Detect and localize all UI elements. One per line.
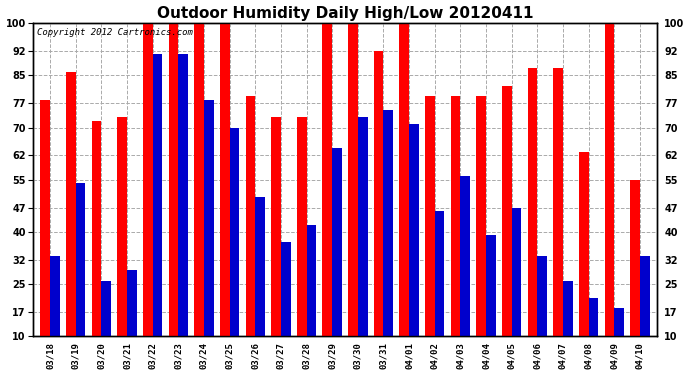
Bar bbox=[297, 117, 306, 336]
Bar bbox=[127, 270, 137, 336]
Bar bbox=[358, 117, 368, 336]
Bar bbox=[281, 242, 290, 336]
Bar bbox=[117, 117, 127, 336]
Bar bbox=[604, 23, 614, 336]
Bar bbox=[271, 117, 281, 336]
Bar bbox=[76, 183, 86, 336]
Bar bbox=[512, 207, 522, 336]
Bar bbox=[538, 256, 547, 336]
Bar bbox=[579, 152, 589, 336]
Bar bbox=[306, 225, 316, 336]
Bar bbox=[476, 96, 486, 336]
Bar bbox=[332, 148, 342, 336]
Bar bbox=[553, 68, 563, 336]
Bar bbox=[384, 110, 393, 336]
Bar bbox=[348, 23, 358, 336]
Bar bbox=[50, 256, 60, 336]
Bar bbox=[322, 23, 332, 336]
Bar bbox=[435, 211, 444, 336]
Bar bbox=[220, 23, 230, 336]
Bar bbox=[204, 100, 214, 336]
Bar bbox=[460, 176, 470, 336]
Bar bbox=[640, 256, 649, 336]
Bar bbox=[143, 23, 152, 336]
Bar bbox=[178, 54, 188, 336]
Bar bbox=[168, 23, 178, 336]
Bar bbox=[230, 128, 239, 336]
Bar bbox=[589, 298, 598, 336]
Bar bbox=[614, 309, 624, 336]
Title: Outdoor Humidity Daily High/Low 20120411: Outdoor Humidity Daily High/Low 20120411 bbox=[157, 6, 533, 21]
Bar bbox=[425, 96, 435, 336]
Bar bbox=[152, 54, 162, 336]
Bar bbox=[630, 180, 640, 336]
Bar bbox=[486, 236, 496, 336]
Bar bbox=[255, 197, 265, 336]
Bar bbox=[41, 100, 50, 336]
Bar bbox=[101, 280, 111, 336]
Text: Copyright 2012 Cartronics.com: Copyright 2012 Cartronics.com bbox=[37, 28, 193, 37]
Bar bbox=[451, 96, 460, 336]
Bar bbox=[246, 96, 255, 336]
Bar bbox=[92, 120, 101, 336]
Bar bbox=[400, 23, 409, 336]
Bar bbox=[502, 86, 512, 336]
Bar bbox=[528, 68, 538, 336]
Bar bbox=[374, 51, 384, 336]
Bar bbox=[66, 72, 76, 336]
Bar bbox=[194, 23, 204, 336]
Bar bbox=[563, 280, 573, 336]
Bar bbox=[409, 124, 419, 336]
